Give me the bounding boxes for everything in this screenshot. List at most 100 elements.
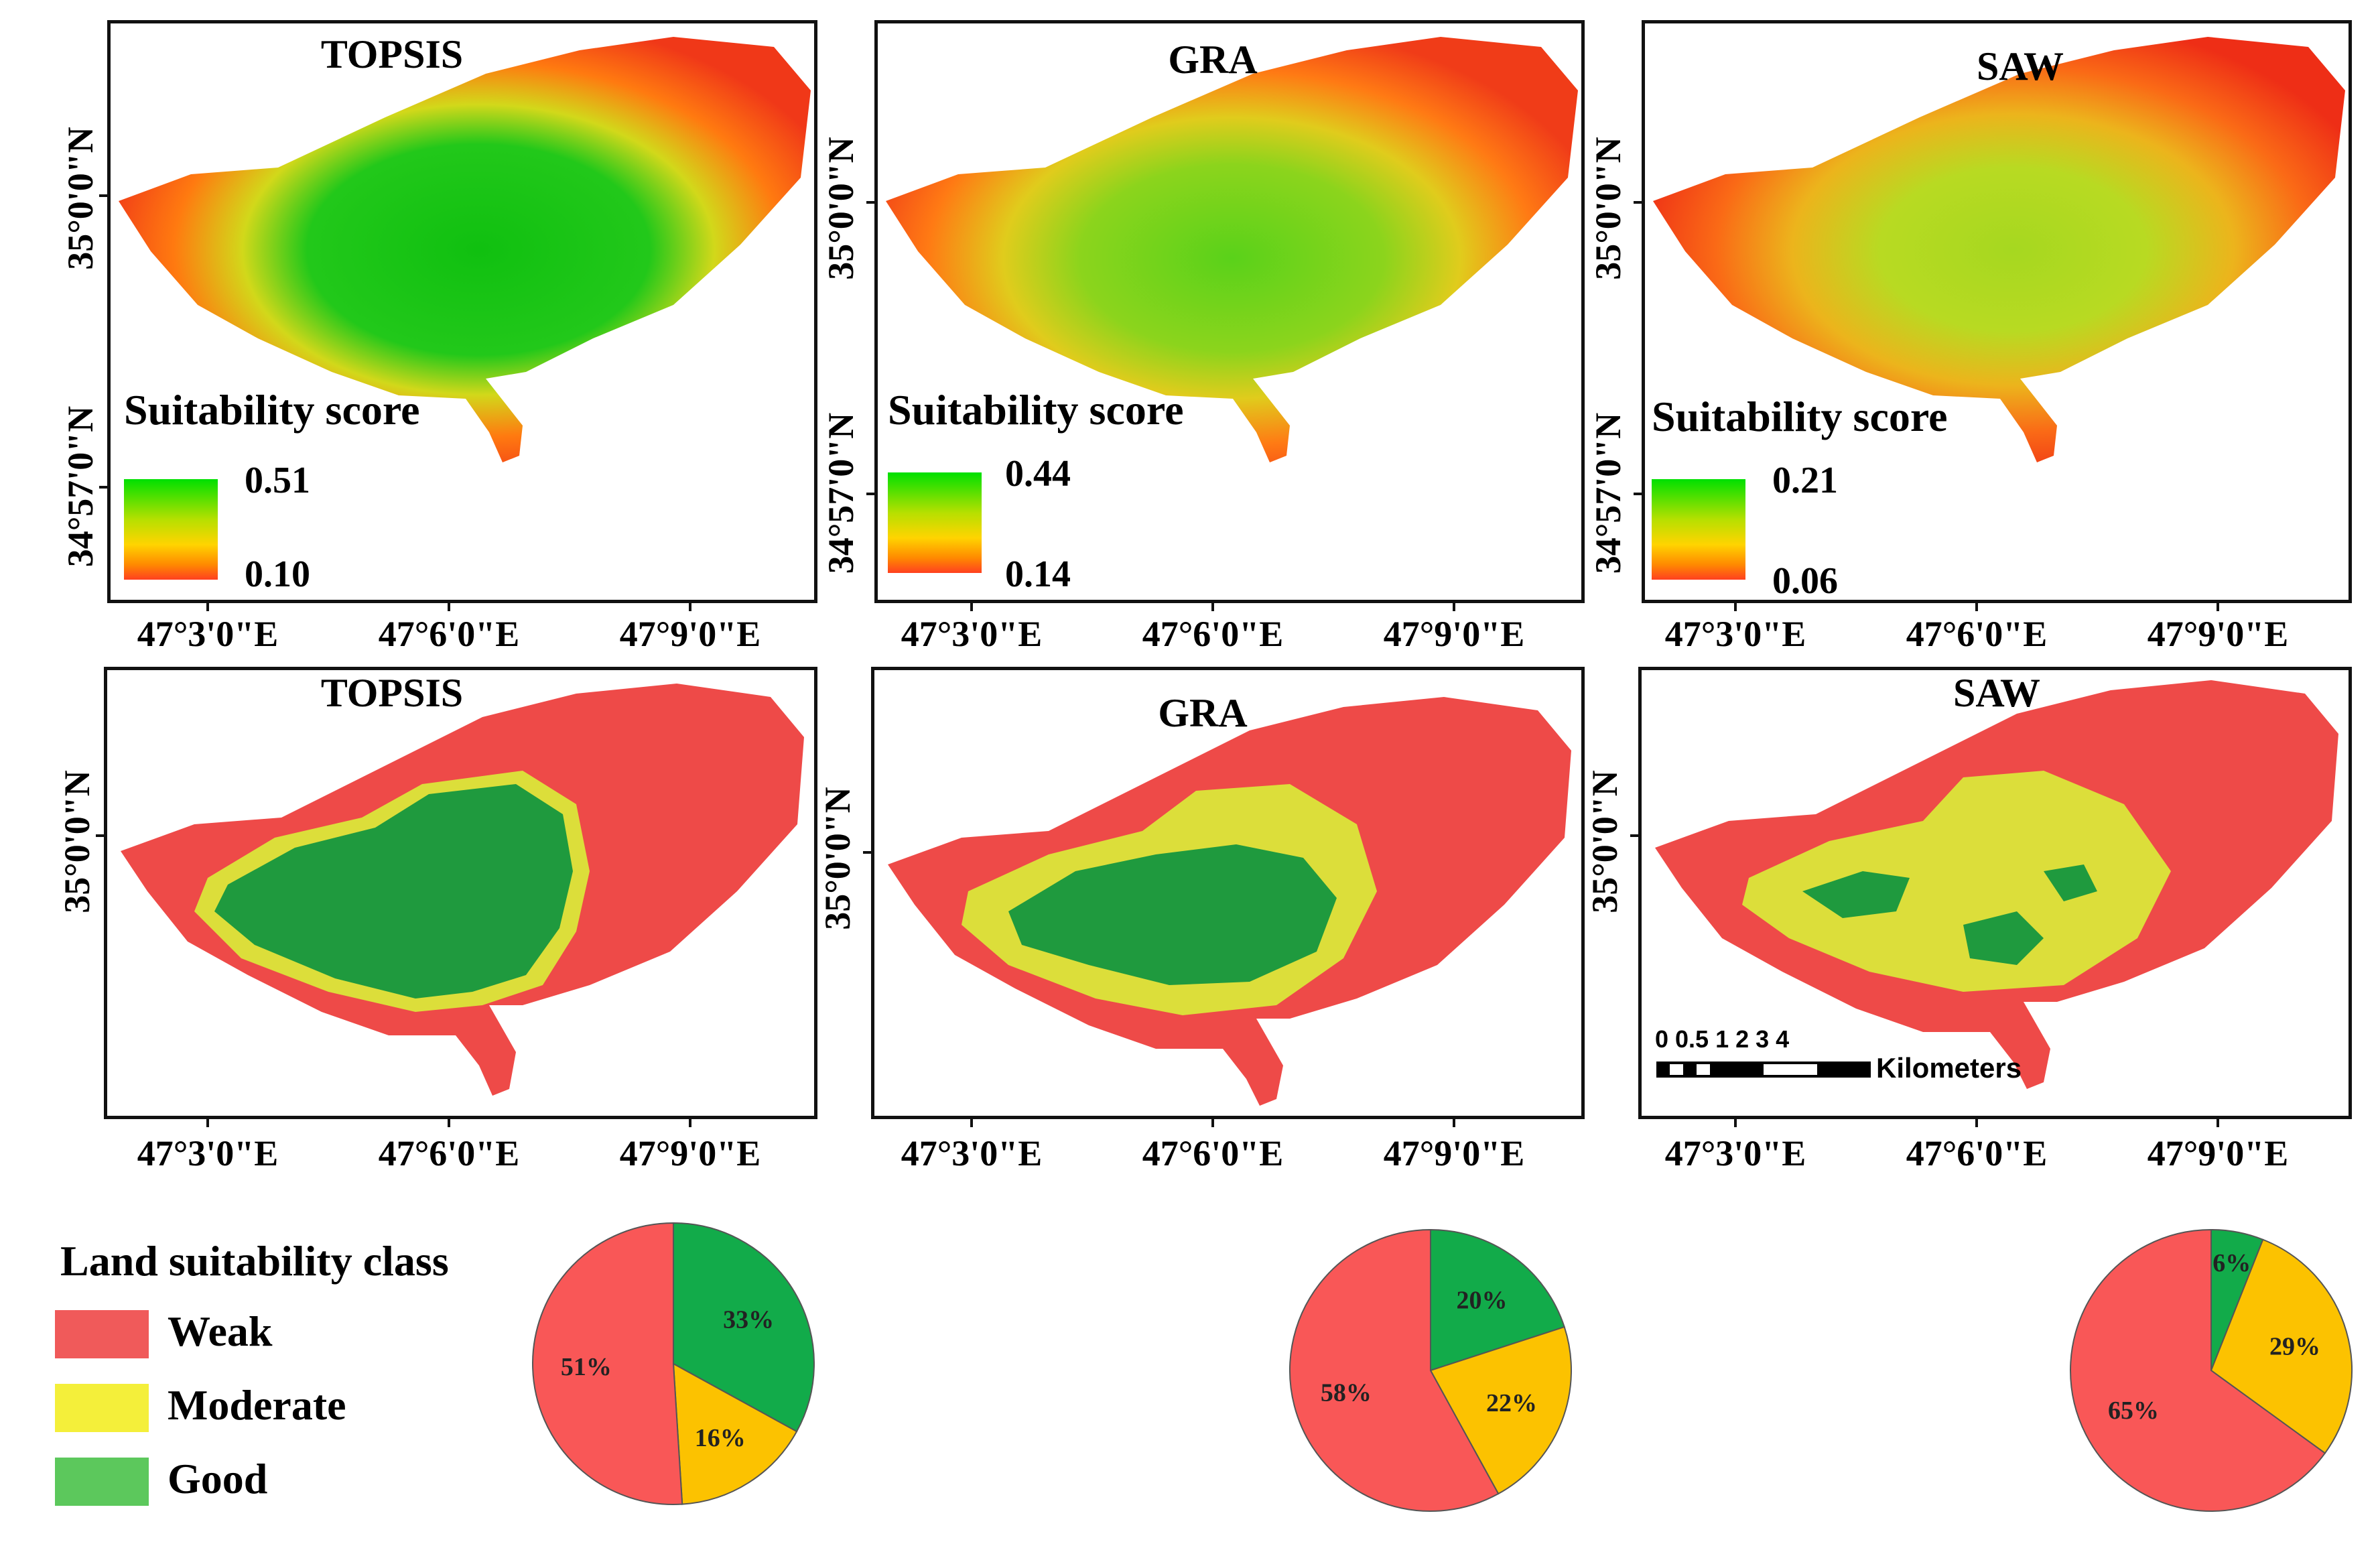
good-zone — [1802, 864, 2097, 965]
lat-tick — [1634, 201, 1644, 204]
lat-tick — [1630, 834, 1641, 837]
legend-label-good: Good — [168, 1455, 268, 1502]
watershed-shape — [119, 37, 811, 462]
lat-tick — [99, 194, 110, 197]
lon-label: 47°9'0"E — [2147, 614, 2289, 654]
ramp-max-value: 0.44 — [1005, 453, 1071, 495]
lat-label-bottom: 34°57'0"N — [1588, 412, 1628, 574]
lat-label-top: 35°0'0"N — [60, 127, 101, 270]
color-ramp — [888, 472, 982, 573]
score-map-topsis: TOPSIS Suitability score 0.51 0.10 — [107, 20, 817, 603]
legend-label-weak: Weak — [168, 1307, 273, 1355]
pie-label-moderate: 29% — [2269, 1333, 2320, 1361]
pie-label-moderate: 16% — [695, 1424, 746, 1452]
lon-tick — [1211, 1118, 1214, 1127]
lon-label: 47°6'0"E — [1142, 614, 1284, 654]
lat-label-top: 35°0'0"N — [1588, 137, 1628, 280]
lon-tick — [1211, 602, 1214, 611]
lat-label-bottom: 34°57'0"N — [60, 405, 101, 568]
good-zone — [214, 784, 573, 999]
scale-bar-graphic — [1656, 1062, 1871, 1078]
lat-tick — [866, 201, 877, 204]
pie-label-weak: 58% — [1321, 1378, 1372, 1407]
lon-label: 47°9'0"E — [619, 614, 761, 654]
lon-label: 47°3'0"E — [137, 1133, 279, 1173]
legend-title: Suitability score — [1652, 393, 1948, 440]
map-title: TOPSIS — [320, 671, 464, 715]
lat-label: 35°0'0"N — [1585, 770, 1625, 913]
lon-tick — [1453, 602, 1455, 611]
lat-tick — [1634, 493, 1644, 495]
score-surface-gra — [886, 37, 1578, 462]
class-surface-gra — [888, 697, 1571, 1106]
ramp-min-value: 0.10 — [245, 554, 310, 595]
lon-tick — [970, 1118, 973, 1127]
lon-tick — [1734, 1118, 1737, 1127]
legend-swatch-good — [55, 1458, 149, 1506]
pie-label-good: 20% — [1457, 1287, 1508, 1315]
legend-swatch-weak — [55, 1310, 149, 1358]
map-title: SAW — [1976, 44, 2064, 88]
lon-label: 47°6'0"E — [378, 614, 520, 654]
lon-label: 47°9'0"E — [1383, 1133, 1525, 1173]
score-surface-topsis — [119, 37, 811, 462]
score-surface-saw — [1653, 37, 2345, 462]
lon-label: 47°6'0"E — [1906, 1133, 2048, 1173]
lat-tick — [99, 486, 110, 489]
pie-label-good: 33% — [723, 1306, 774, 1334]
lon-label: 47°6'0"E — [378, 1133, 520, 1173]
class-map-topsis: TOPSIS — [104, 667, 817, 1119]
legend-title: Suitability score — [124, 386, 420, 434]
lon-tick — [206, 1118, 209, 1127]
lon-tick — [206, 602, 209, 611]
legend-title: Suitability score — [888, 386, 1184, 434]
legend-title: Land suitability class — [60, 1237, 449, 1285]
lon-label: 47°3'0"E — [901, 614, 1043, 654]
watershed-shape — [886, 37, 1578, 462]
legend-label-moderate: Moderate — [168, 1381, 346, 1429]
scale-label: 0 0.5 1 2 3 4 — [1655, 1025, 1790, 1053]
ramp-min-value: 0.14 — [1005, 554, 1071, 595]
lat-tick — [866, 493, 877, 495]
moderate-zone — [1742, 771, 2171, 992]
lon-tick — [448, 602, 450, 611]
lon-label: 47°9'0"E — [2147, 1133, 2289, 1173]
pie-label-moderate: 22% — [1486, 1389, 1537, 1417]
lat-tick — [863, 851, 874, 854]
ramp-max-value: 0.51 — [245, 460, 310, 501]
lon-tick — [970, 602, 973, 611]
lat-tick — [96, 834, 107, 837]
pie-chart-gra: 20% 22% 58% — [1289, 1228, 1572, 1512]
pie-slice-moderate — [2210, 1238, 2353, 1454]
pie-label-good: 6% — [2212, 1249, 2251, 1277]
pie-slice-moderate — [1429, 1326, 1572, 1495]
lat-label-bottom: 34°57'0"N — [821, 412, 861, 574]
lon-label: 47°9'0"E — [1383, 614, 1525, 654]
color-ramp — [1652, 479, 1745, 580]
map-title: TOPSIS — [320, 32, 464, 76]
class-map-saw: SAW 0 0.5 1 2 3 4 Kilometers — [1638, 667, 2352, 1119]
pie-slice-good — [673, 1222, 815, 1433]
class-surface-topsis — [121, 684, 804, 1096]
lon-label: 47°3'0"E — [901, 1133, 1043, 1173]
ramp-max-value: 0.21 — [1772, 460, 1838, 501]
lon-label: 47°3'0"E — [137, 614, 279, 654]
legend-swatch-moderate — [55, 1384, 149, 1432]
ramp-min-value: 0.06 — [1772, 560, 1838, 602]
lon-tick — [2217, 1118, 2219, 1127]
lon-label: 47°6'0"E — [1142, 1133, 1284, 1173]
pie-slice-weak — [2070, 1228, 2326, 1512]
lon-tick — [689, 602, 691, 611]
good-zone — [1008, 844, 1337, 985]
lon-tick — [448, 1118, 450, 1127]
map-title: SAW — [1953, 671, 2041, 715]
scale-unit: Kilometers — [1876, 1052, 2022, 1084]
pie-label-weak: 51% — [561, 1353, 612, 1381]
lon-tick — [689, 1118, 691, 1127]
map-title: GRA — [1158, 691, 1248, 735]
pie-slice-weak — [1289, 1228, 1500, 1512]
lon-label: 47°9'0"E — [619, 1133, 761, 1173]
class-surface-saw — [1655, 680, 2338, 1089]
lat-label-top: 35°0'0"N — [821, 137, 861, 280]
class-map-gra: GRA — [871, 667, 1585, 1119]
